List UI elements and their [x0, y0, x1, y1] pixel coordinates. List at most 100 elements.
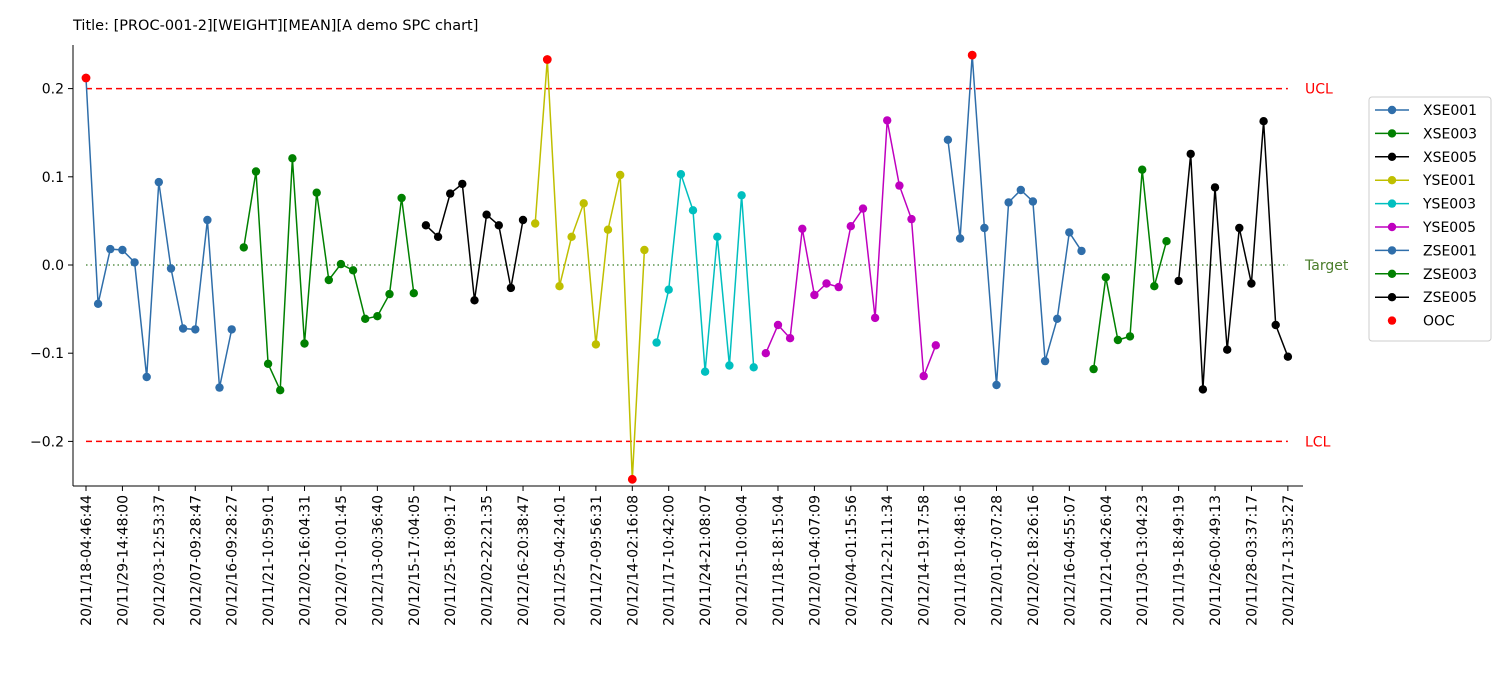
data-point — [603, 225, 613, 234]
data-point — [591, 340, 601, 349]
data-point — [992, 380, 1001, 390]
x-tick-label: 20/12/15-17:04:05 — [407, 495, 423, 626]
data-point — [1198, 385, 1208, 394]
x-tick-label: 20/11/25-18:09:17 — [443, 495, 459, 626]
ooc-point — [542, 55, 552, 64]
x-tick-label: 20/12/01-07:07:28 — [990, 495, 1006, 626]
y-tick-label: 0.1 — [42, 170, 64, 186]
legend-item-xse005: XSE005 — [1375, 150, 1477, 166]
ooc-point — [81, 73, 91, 83]
series-line-zse001 — [947, 55, 1083, 386]
x-tick-label: 20/12/02-16:04:31 — [298, 495, 314, 626]
legend-item-yse003: YSE003 — [1375, 197, 1476, 213]
data-point — [895, 181, 904, 190]
data-point — [688, 206, 698, 215]
x-tick-label: 20/12/01-04:07:09 — [807, 495, 823, 626]
data-point — [300, 339, 309, 348]
x-tick-label: 20/12/07-10:01:45 — [334, 495, 350, 626]
x-tick-label: 20/11/30-13:04:23 — [1135, 495, 1151, 626]
data-point — [713, 232, 722, 241]
ucl-label: UCL — [1305, 82, 1333, 98]
data-point — [749, 363, 758, 372]
x-tick-label: 20/11/19-18:49:19 — [1172, 495, 1188, 626]
series-line-zse005 — [1177, 121, 1289, 390]
data-point — [1271, 320, 1280, 330]
legend-marker — [1387, 316, 1397, 325]
data-point — [288, 154, 297, 163]
legend-label: ZSE005 — [1423, 290, 1477, 306]
data-point — [1125, 332, 1135, 341]
data-point — [858, 204, 868, 213]
legend-marker — [1387, 246, 1397, 255]
chart-title: Title: [PROC-001-2][WEIGHT][MEAN][A demo… — [73, 18, 479, 34]
ooc-point — [627, 474, 637, 484]
data-point — [834, 282, 843, 292]
data-point — [1174, 276, 1183, 286]
legend-label: XSE005 — [1423, 150, 1477, 166]
data-point — [1016, 185, 1025, 195]
data-point — [239, 243, 248, 252]
data-point — [433, 232, 443, 241]
axes: −0.2 −0.1 0.0 0.1 0.2 20/11/18-04:46:44 20/11/… — [30, 45, 1303, 626]
data-point — [1040, 356, 1050, 366]
legend-item-zse005: ZSE005 — [1375, 290, 1477, 306]
data-point — [324, 275, 333, 285]
data-point — [93, 299, 103, 308]
data-point — [409, 289, 418, 298]
data-point — [142, 372, 151, 382]
data-point — [1259, 117, 1268, 126]
series-layer — [81, 50, 1293, 484]
legend: XSE001 XSE003 XSE005 YSE001 YSE003 YSE005 ZSE0… — [1368, 96, 1492, 342]
legend-item-xse003: XSE003 — [1375, 126, 1477, 142]
lcl-label: LCL — [1305, 434, 1331, 450]
data-point — [178, 324, 188, 333]
series-xse003 — [239, 154, 418, 395]
series-line-xse005 — [425, 182, 524, 301]
x-tick-label: 20/12/07-09:28:47 — [188, 495, 204, 626]
x-tick-label: 20/12/03-12:53:37 — [152, 495, 168, 626]
x-tick-label: 20/12/16-09:28:27 — [225, 495, 241, 626]
series-xse005 — [421, 179, 528, 305]
data-point — [931, 341, 940, 350]
data-point — [1004, 198, 1013, 207]
data-point — [919, 371, 928, 381]
x-tick-label: 20/12/02-18:26:16 — [1026, 495, 1042, 626]
data-point — [1065, 228, 1074, 237]
x-tick-label: 20/11/18-18:15:04 — [771, 495, 787, 626]
legend-marker — [1387, 152, 1397, 161]
data-point — [1162, 237, 1171, 246]
data-point — [1089, 364, 1098, 374]
data-point — [118, 245, 127, 255]
data-point — [810, 290, 819, 300]
x-tick-label: 20/11/27-09:56:31 — [589, 495, 605, 626]
data-point — [1113, 335, 1123, 345]
data-point — [421, 221, 431, 230]
data-point — [531, 219, 540, 228]
series-yse003 — [652, 170, 758, 376]
data-point — [870, 313, 880, 323]
data-point — [336, 259, 346, 269]
data-point — [1053, 314, 1062, 323]
legend-label: YSE003 — [1422, 197, 1476, 213]
x-tick-label: 20/12/02-22:21:35 — [480, 495, 496, 626]
data-point — [215, 383, 224, 392]
data-point — [373, 312, 382, 321]
data-point — [725, 361, 734, 370]
series-line-xse001 — [85, 77, 233, 388]
legend-label: XSE003 — [1423, 126, 1477, 142]
legend-item-xse001: XSE001 — [1375, 103, 1477, 119]
series-zse005 — [1174, 117, 1293, 394]
data-point — [361, 314, 370, 323]
data-point — [567, 232, 576, 241]
x-tick-label: 20/11/21-10:59:01 — [261, 495, 277, 626]
x-tick-label: 20/12/16-04:55:07 — [1062, 495, 1078, 626]
data-point — [251, 167, 261, 176]
x-tick-label: 20/12/14-02:16:08 — [625, 495, 641, 626]
x-tick-label: 20/11/25-04:24:01 — [553, 495, 569, 626]
data-point — [846, 222, 855, 231]
x-tick-label: 20/11/29-14:48:00 — [115, 495, 131, 626]
data-point — [822, 279, 831, 288]
data-point — [348, 266, 358, 275]
data-point — [664, 285, 673, 294]
data-point — [579, 199, 588, 208]
